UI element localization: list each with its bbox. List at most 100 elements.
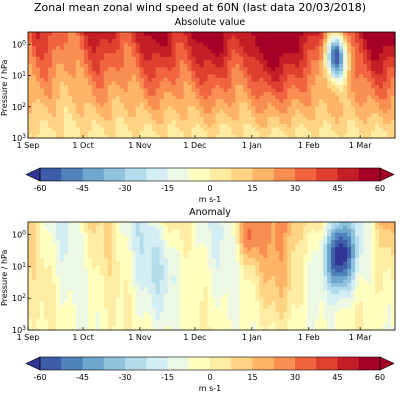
- heatmap-cell: [183, 109, 189, 114]
- heatmap-cell: [75, 261, 81, 266]
- heatmap-cell: [319, 70, 324, 75]
- heatmap-cell: [95, 49, 101, 54]
- heatmap-cell: [375, 109, 380, 114]
- heatmap-cell: [191, 49, 197, 54]
- heatmap-cell: [219, 240, 225, 245]
- heatmap-cell: [63, 81, 69, 86]
- heatmap-cell: [283, 283, 288, 288]
- heatmap-cell: [207, 53, 213, 58]
- heatmap-cell: [63, 279, 69, 284]
- heatmap-cell: [159, 254, 165, 259]
- heatmap-cell: [171, 85, 177, 90]
- heatmap-cell: [271, 92, 276, 97]
- heatmap-cell: [179, 70, 185, 75]
- heatmap-cell: [247, 247, 252, 252]
- heatmap-cell: [299, 301, 304, 306]
- heatmap-cell: [235, 99, 241, 104]
- heatmap-cell: [271, 240, 276, 245]
- heatmap-cell: [327, 85, 332, 90]
- heatmap-cell: [151, 319, 157, 324]
- heatmap-cell: [151, 254, 157, 259]
- heatmap-cell: [315, 67, 320, 72]
- heatmap-cell: [335, 99, 340, 104]
- heatmap-cell: [371, 120, 376, 125]
- heatmap-cell: [71, 250, 77, 255]
- heatmap-cell: [55, 326, 61, 331]
- heatmap-cell: [223, 268, 229, 273]
- heatmap-cell: [163, 301, 169, 306]
- heatmap-cell: [259, 109, 264, 114]
- heatmap-cell: [171, 99, 177, 104]
- heatmap-cell: [35, 49, 41, 54]
- heatmap-cell: [31, 106, 37, 111]
- heatmap-cell: [179, 120, 185, 125]
- heatmap-cell: [299, 243, 304, 248]
- heatmap-cell: [167, 85, 173, 90]
- heatmap-cell: [307, 279, 312, 284]
- heatmap-cell: [259, 99, 264, 104]
- heatmap-cell: [383, 35, 388, 40]
- heatmap-cell: [279, 265, 284, 270]
- heatmap-cell: [103, 130, 109, 136]
- heatmap-cell: [155, 240, 161, 245]
- heatmap-cell: [28, 63, 33, 68]
- heatmap-cell: [63, 301, 69, 306]
- heatmap-cell: [223, 243, 229, 248]
- heatmap-cell: [227, 301, 233, 306]
- heatmap-cell: [223, 290, 229, 295]
- heatmap-cell: [227, 229, 233, 234]
- heatmap-cell: [79, 222, 85, 227]
- heatmap-cell: [239, 232, 245, 237]
- heatmap-cell: [75, 315, 81, 320]
- heatmap-cell: [67, 134, 73, 139]
- heatmap-cell: [211, 276, 217, 281]
- heatmap-cell: [91, 229, 97, 234]
- heatmap-cell: [203, 63, 209, 68]
- heatmap-cell: [171, 134, 177, 139]
- heatmap-cell: [235, 276, 241, 281]
- heatmap-cell: [55, 283, 61, 288]
- heatmap-cell: [75, 272, 81, 277]
- heatmap-cell: [139, 99, 145, 104]
- heatmap-cell: [299, 286, 304, 291]
- heatmap-cell: [63, 74, 69, 79]
- heatmap-cell: [171, 294, 177, 299]
- heatmap-cell: [103, 250, 109, 255]
- heatmap-cell: [227, 102, 233, 107]
- heatmap-cell: [175, 53, 181, 58]
- heatmap-cell: [91, 39, 97, 44]
- heatmap-cell: [275, 127, 280, 132]
- heatmap-cell: [119, 243, 125, 248]
- heatmap-cell: [279, 102, 284, 107]
- heatmap-cell: [35, 261, 41, 266]
- heatmap-cell: [143, 308, 149, 313]
- heatmap-cell: [135, 258, 141, 263]
- heatmap-cell: [119, 113, 125, 118]
- heatmap-cell: [263, 301, 268, 306]
- heatmap-cell: [35, 258, 41, 263]
- heatmap-cell: [295, 283, 300, 288]
- heatmap-cell: [267, 70, 272, 75]
- heatmap-cell: [183, 74, 189, 79]
- heatmap-cell: [207, 42, 213, 47]
- heatmap-cell: [183, 88, 189, 93]
- heatmap-cell: [315, 134, 320, 139]
- heatmap-cell: [111, 258, 117, 263]
- heatmap-cell: [135, 319, 141, 324]
- heatmap-cell: [271, 63, 276, 68]
- heatmap-cell: [231, 225, 237, 230]
- heatmap-cell: [87, 56, 93, 61]
- heatmap-cell: [271, 301, 276, 306]
- heatmap-cell: [367, 120, 372, 125]
- heatmap-cell: [71, 39, 77, 44]
- heatmap-cell: [291, 272, 296, 277]
- heatmap-cell: [151, 301, 157, 306]
- heatmap-cell: [327, 120, 332, 125]
- heatmap-cell: [351, 63, 356, 68]
- heatmap-cell: [247, 116, 252, 121]
- heatmap-cell: [179, 265, 185, 270]
- heatmap-cell: [223, 99, 229, 104]
- colorbar-segment: [316, 168, 338, 181]
- heatmap-cell: [31, 283, 37, 288]
- heatmap-cell: [355, 74, 360, 79]
